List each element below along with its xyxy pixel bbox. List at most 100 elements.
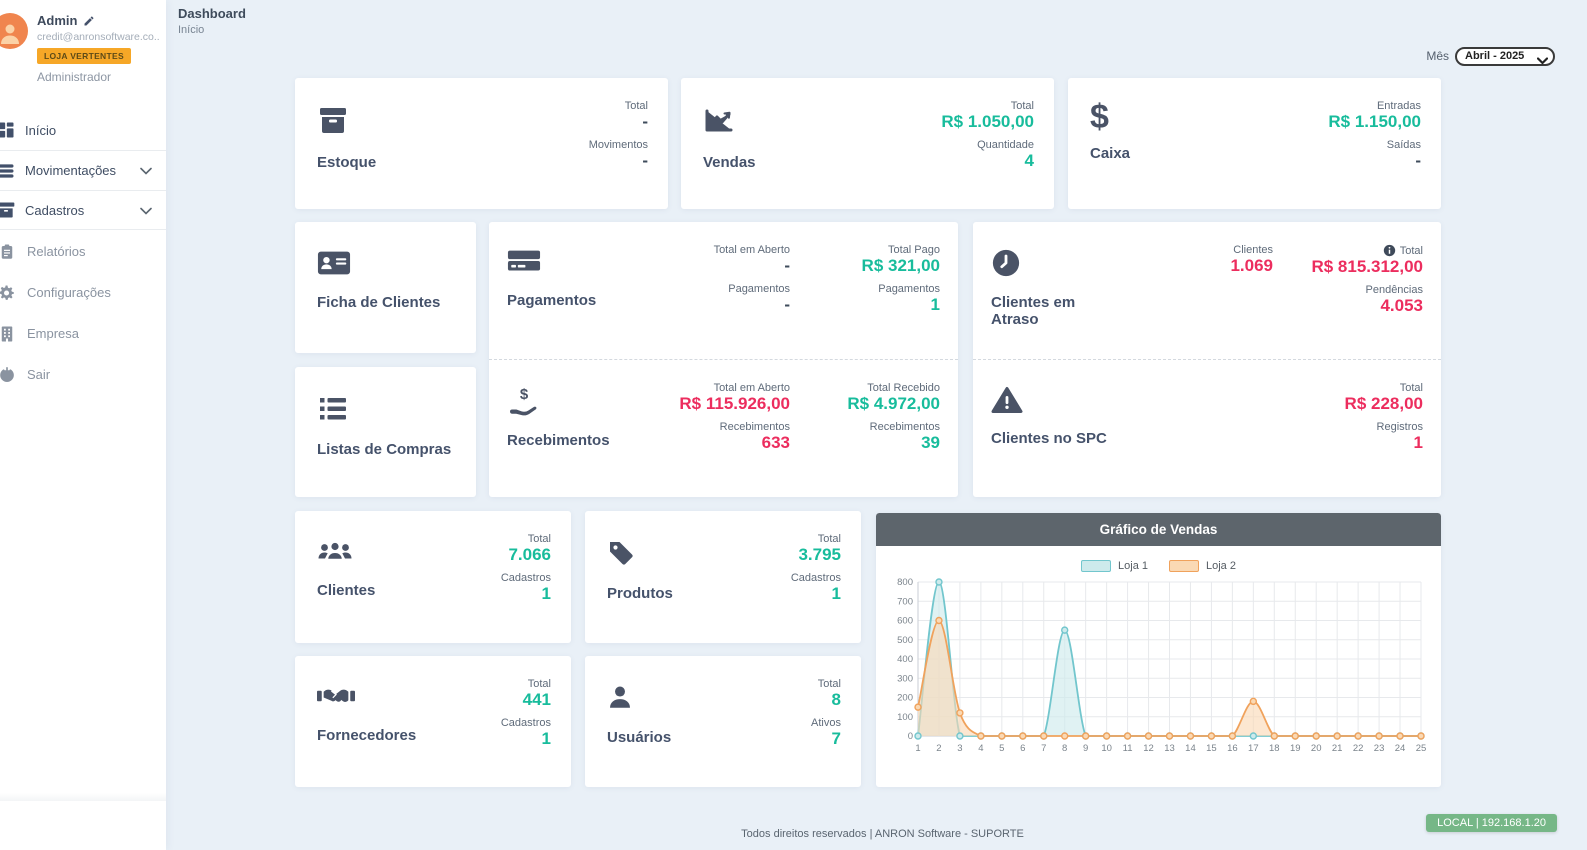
stat-value: 1	[541, 584, 551, 604]
stat-value: R$ 1.050,00	[941, 112, 1034, 131]
month-filter: Mês Abril - 2025	[1426, 46, 1555, 66]
sidebar-item-inicio[interactable]: Início	[0, 110, 166, 150]
month-filter-label: Mês	[1426, 48, 1449, 63]
stat-value: 1	[1413, 433, 1423, 453]
user-role: Administrador	[37, 70, 112, 84]
stat-value: 1	[831, 584, 841, 604]
sidebar-nav: Início Movimentações Cadastros Relatório…	[0, 110, 166, 394]
user-email: credit@anronsoftware.co...	[37, 31, 159, 43]
hand-holding-dollar-icon: $	[507, 386, 610, 421]
card-ficha-de-clientes[interactable]: Ficha de Clientes	[295, 222, 476, 353]
svg-text:$: $	[520, 386, 529, 403]
sidebar-item-label: Cadastros	[25, 202, 85, 218]
grid-icon	[0, 120, 16, 140]
stat-value: R$ 4.972,00	[847, 394, 940, 413]
svg-text:800: 800	[897, 577, 913, 588]
legend-swatch-loja2	[1169, 560, 1199, 572]
stat-label: Quantidade	[977, 139, 1034, 152]
sidebar-item-empresa[interactable]: Empresa	[0, 314, 166, 353]
svg-text:9: 9	[1083, 743, 1088, 754]
section-clientes-em-atraso: Clientes em Atraso Clientes 1.069 Total R…	[973, 222, 1441, 359]
stat-value: R$ 815.312,00	[1311, 257, 1423, 276]
sidebar-item-label: Configurações	[27, 285, 111, 300]
stat-label: Registros	[1376, 421, 1423, 434]
sidebar-item-relatorios[interactable]: Relatórios	[0, 232, 166, 271]
sidebar-item-configuracoes[interactable]: Configurações	[0, 273, 166, 312]
card-title: Caixa	[1090, 145, 1131, 162]
card-clientes: Clientes Total 7.066 Cadastros 1	[295, 511, 571, 643]
stat-label: Total Pago	[888, 244, 940, 256]
stat-label: Pendências	[1365, 284, 1424, 297]
card-title: Clientes	[317, 582, 376, 599]
svg-text:18: 18	[1269, 743, 1280, 754]
stat-label: Cadastros	[500, 572, 551, 585]
stat-value: -	[784, 295, 790, 315]
svg-text:11: 11	[1123, 743, 1133, 754]
sidebar-item-label: Relatórios	[27, 244, 86, 259]
sidebar-item-label: Início	[25, 122, 57, 138]
svg-text:22: 22	[1353, 743, 1364, 754]
sidebar-item-movimentacoes[interactable]: Movimentações	[0, 150, 166, 190]
svg-text:0: 0	[908, 731, 913, 742]
user-profile: Admin credit@anronsoftware.co... LOJA VE…	[0, 0, 166, 94]
chevron-down-icon	[140, 203, 152, 218]
gear-icon	[0, 284, 16, 302]
pencil-icon[interactable]	[83, 15, 95, 27]
svg-text:19: 19	[1290, 743, 1301, 754]
card-title: Usuários	[607, 729, 672, 746]
stat-value: R$ 1.150,00	[1328, 112, 1421, 131]
stat-value: 8	[831, 690, 841, 709]
stat-value: 441	[522, 690, 551, 709]
svg-text:200: 200	[897, 693, 913, 704]
stat-label: Total	[527, 678, 551, 690]
stat-label: Recebimentos	[719, 421, 790, 434]
stat-label: Cadastros	[500, 717, 551, 730]
dollar-icon: $	[1090, 98, 1109, 136]
svg-text:25: 25	[1416, 743, 1427, 754]
svg-text:23: 23	[1374, 743, 1385, 754]
stat-label: Total	[817, 533, 841, 545]
stat-value: 4.053	[1380, 296, 1423, 316]
stat-label: Total	[1010, 100, 1034, 112]
power-icon	[0, 366, 16, 384]
list-icon	[317, 395, 451, 428]
sales-chart-card: Gráfico de Vendas Loja 1 Loja 2 0 100 200 3…	[876, 513, 1441, 787]
stat-label: Saídas	[1386, 139, 1421, 152]
sidebar-item-cadastros[interactable]: Cadastros	[0, 190, 166, 230]
card-produtos: Produtos Total 3.795 Cadastros 1	[585, 511, 861, 643]
legend-label-loja2: Loja 2	[1206, 560, 1236, 572]
stat-label: Total em Aberto	[713, 382, 790, 394]
stat-label: Total	[1399, 244, 1423, 257]
sidebar-item-label: Movimentações	[25, 163, 117, 178]
sidebar-item-sair[interactable]: Sair	[0, 355, 166, 394]
stat-value: 4	[1024, 151, 1034, 171]
card-title: Ficha de Clientes	[317, 294, 441, 311]
stat-value: 39	[921, 433, 940, 453]
month-select[interactable]: Abril - 2025	[1455, 46, 1555, 66]
person-icon	[1, 24, 19, 44]
user-name: Admin	[37, 13, 78, 28]
svg-text:700: 700	[897, 596, 913, 607]
card-listas-de-compras[interactable]: Listas de Compras	[295, 367, 476, 497]
page-title: Dashboard	[178, 6, 246, 21]
card-title: Estoque	[317, 154, 377, 171]
svg-text:600: 600	[897, 616, 913, 627]
section-clientes-no-spc: Clientes no SPC Total R$ 228,00 Registros…	[973, 359, 1441, 497]
svg-text:400: 400	[897, 654, 913, 665]
credit-card-icon	[507, 248, 596, 281]
stat-value: 7.066	[508, 545, 551, 564]
sidebar: Admin credit@anronsoftware.co... LOJA VE…	[0, 0, 166, 850]
card-title: Vendas	[703, 154, 756, 171]
svg-text:12: 12	[1143, 743, 1154, 754]
id-card-icon	[317, 250, 440, 281]
card-fornecedores: Fornecedores Total 441 Cadastros 1	[295, 656, 571, 787]
store-badge: LOJA VERTENTES	[37, 48, 131, 64]
card-title: Produtos	[607, 585, 673, 602]
info-icon[interactable]	[1383, 244, 1396, 257]
stat-label: Pagamentos	[878, 283, 940, 296]
card-caixa: $ Caixa Entradas R$ 1.150,00 Saídas -	[1068, 78, 1441, 209]
card-pagamentos-recebimentos: Pagamentos Total em Aberto - Pagamentos - …	[489, 222, 958, 497]
card-title: Fornecedores	[317, 727, 417, 744]
card-title: Clientes em Atraso	[991, 294, 1076, 328]
